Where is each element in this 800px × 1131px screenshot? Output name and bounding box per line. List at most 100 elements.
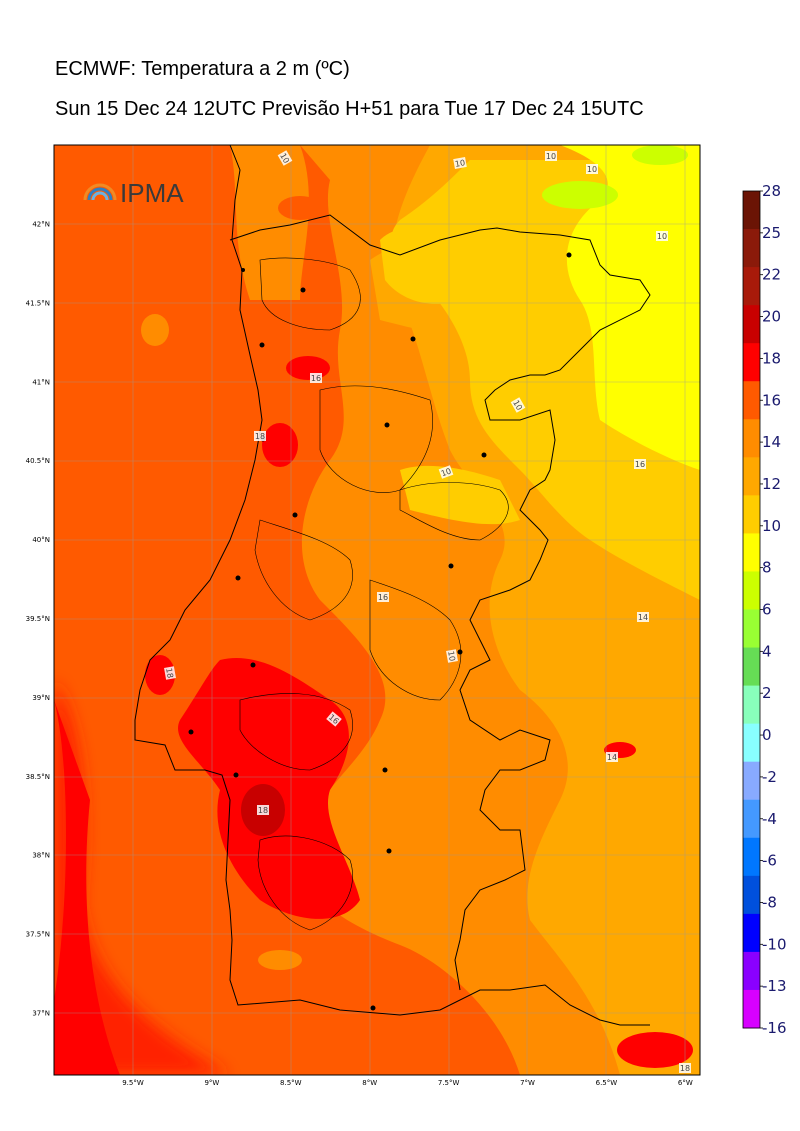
lat-label: 37.5°N xyxy=(26,931,50,939)
colorbar-swatch xyxy=(743,457,760,496)
contour-label: 18 xyxy=(254,431,266,441)
colorbar-label: 8 xyxy=(762,559,772,577)
lat-label: 40°N xyxy=(32,536,50,544)
colorbar-swatch xyxy=(743,191,760,230)
colorbar-label: 22 xyxy=(762,266,781,284)
colorbar-label: -10 xyxy=(762,935,787,953)
colorbar-swatch xyxy=(743,267,760,306)
svg-text:10: 10 xyxy=(440,466,453,478)
colorbar-label: -6 xyxy=(762,852,777,870)
svg-text:16: 16 xyxy=(635,460,645,469)
colorbar-swatch xyxy=(743,685,760,725)
contour-label: 18 xyxy=(257,805,269,815)
lat-label: 39.5°N xyxy=(26,615,50,623)
ipma-logo: IPMA xyxy=(83,178,184,208)
colorbar-swatch xyxy=(743,609,760,649)
lon-label: 7°W xyxy=(520,1079,535,1087)
contour-label: 14 xyxy=(637,612,649,622)
coastline-borders xyxy=(134,144,651,1026)
contour-label: 10 xyxy=(438,465,454,479)
colorbar-swatch xyxy=(743,761,760,801)
temperature-field xyxy=(54,145,700,1075)
colorbar-label: 14 xyxy=(762,433,781,451)
contour-label: 16 xyxy=(377,592,389,602)
lon-label: 6°W xyxy=(678,1079,693,1087)
colorbar-label: 4 xyxy=(762,642,772,660)
contour-label: 18 xyxy=(164,666,176,680)
svg-text:18: 18 xyxy=(258,806,268,815)
lat-label: 39°N xyxy=(32,694,50,702)
colorbar-swatch xyxy=(743,951,760,991)
contour-label: 10 xyxy=(510,397,526,413)
colorbar-label: -2 xyxy=(762,768,777,786)
colorbar-swatch xyxy=(743,875,760,915)
colorbar-label: 28 xyxy=(762,182,781,200)
svg-text:10: 10 xyxy=(446,650,457,662)
colorbar-label: 0 xyxy=(762,726,772,744)
colorbar-label: -4 xyxy=(762,810,777,828)
colorbar-swatch xyxy=(743,989,760,1029)
map-frame xyxy=(53,144,701,1076)
colorbar-label: 18 xyxy=(762,349,781,367)
colorbar-swatch xyxy=(743,799,760,839)
contour-label: 14 xyxy=(606,752,618,762)
colorbar-swatch xyxy=(743,343,760,382)
colorbar-swatch xyxy=(743,571,760,610)
lon-label: 8°W xyxy=(362,1079,377,1087)
colorbar-label: -13 xyxy=(762,977,787,995)
colorbar-swatch xyxy=(743,913,760,953)
colorbar-swatch xyxy=(743,533,760,572)
contour-label: 18 xyxy=(679,1063,691,1073)
colorbar-label: 20 xyxy=(762,308,781,326)
colorbar-label: 6 xyxy=(762,601,772,619)
svg-text:14: 14 xyxy=(638,613,648,622)
svg-text:10: 10 xyxy=(511,399,524,412)
svg-text:10: 10 xyxy=(278,152,291,165)
svg-text:10: 10 xyxy=(546,152,556,161)
colorbar-swatch xyxy=(743,647,760,687)
svg-text:16: 16 xyxy=(311,374,321,383)
colorbar-label: 12 xyxy=(762,475,781,493)
lon-label: 9.5°W xyxy=(122,1079,144,1087)
colorbar-swatch xyxy=(743,305,760,344)
lat-label: 40.5°N xyxy=(26,457,50,465)
contour-label: 10 xyxy=(586,164,598,174)
colorbar-label: 16 xyxy=(762,391,781,409)
latitude-labels: 42°N 41.5°N 41°N 40.5°N 40°N 39.5°N 39°N 38.5°N… xyxy=(26,221,50,1018)
lat-label: 41.5°N xyxy=(26,299,50,307)
colorbar-label: -16 xyxy=(762,1019,787,1037)
contour-label: 10 xyxy=(545,151,557,161)
colorbar-swatch xyxy=(743,229,760,268)
contour-label: 10 xyxy=(446,649,458,663)
contour-label: 16 xyxy=(310,373,322,383)
map-subtitle: Sun 15 Dec 24 12UTC Previsão H+51 para T… xyxy=(55,98,644,120)
contour-label: 10 xyxy=(453,157,467,169)
colorbar-swatch xyxy=(743,381,760,420)
map-title: ECMWF: Temperatura a 2 m (ºC) xyxy=(55,58,350,80)
colorbar-swatch xyxy=(743,837,760,877)
lat-label: 41°N xyxy=(32,378,50,386)
colorbar-label: 2 xyxy=(762,684,772,702)
svg-text:10: 10 xyxy=(587,165,597,174)
lon-label: 9°W xyxy=(204,1079,219,1087)
lat-label: 42°N xyxy=(32,221,50,229)
svg-text:10: 10 xyxy=(657,232,667,241)
lat-label: 38°N xyxy=(32,852,50,860)
colorbar-label: 10 xyxy=(762,517,781,535)
svg-text:16: 16 xyxy=(378,593,388,602)
lat-label: 37°N xyxy=(32,1010,50,1018)
lon-label: 7.5°W xyxy=(438,1079,460,1087)
contour-label: 16 xyxy=(634,459,646,469)
colorbar-swatch xyxy=(743,495,760,534)
contour-label: 10 xyxy=(656,231,668,241)
longitude-labels: 9.5°W 9°W 8.5°W 8°W 7.5°W 7°W 6.5°W 6°W xyxy=(122,1079,693,1087)
lon-label: 8.5°W xyxy=(280,1079,302,1087)
colorbar-label: 25 xyxy=(762,224,781,242)
svg-text:18: 18 xyxy=(680,1064,690,1073)
svg-text:14: 14 xyxy=(607,753,617,762)
logo-text: IPMA xyxy=(120,178,184,208)
svg-text:18: 18 xyxy=(164,667,175,679)
